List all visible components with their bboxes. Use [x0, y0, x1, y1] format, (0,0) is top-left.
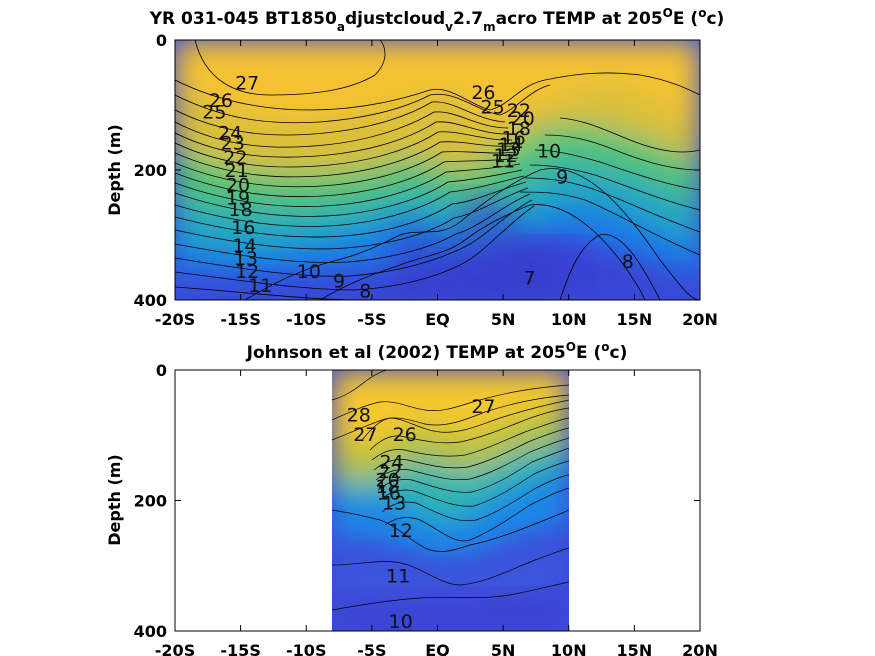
contour-label: 20 — [511, 108, 535, 130]
top-contour-lines — [175, 40, 700, 300]
top-heatmap — [175, 40, 700, 300]
contour-label: 20 — [226, 174, 250, 196]
x-tick-label: -20S — [155, 641, 195, 656]
contour-label: 21 — [225, 160, 249, 182]
y-tick-label: 200 — [134, 161, 167, 180]
contour-label: 11 — [386, 566, 410, 588]
contour-label: 16 — [502, 128, 526, 150]
contour-label: 20 — [376, 470, 400, 492]
x-tick-label: -10S — [286, 310, 326, 329]
contour-label: 10 — [389, 611, 413, 633]
bottom-x-tick-labels: -20S -15S -10S -5S EQ 5N 10N 15N 20N — [155, 641, 718, 656]
contour-label: 24 — [379, 451, 403, 473]
x-tick-label: -20S — [155, 310, 195, 329]
contour-label: 26 — [393, 424, 417, 446]
contour-label: 14 — [499, 134, 523, 156]
x-tick-label: 20N — [682, 310, 718, 329]
x-tick-label: 5N — [491, 641, 516, 656]
bottom-contour-lines — [332, 370, 569, 611]
contour-label: 27 — [353, 424, 377, 446]
x-tick-label: 20N — [682, 641, 718, 656]
bottom-y-axis-label: Depth (m) — [105, 454, 124, 546]
contour-label: 9 — [333, 271, 345, 293]
contour-label: 7 — [523, 267, 535, 289]
contour-label: 27 — [235, 72, 259, 94]
contour-label: 26 — [471, 82, 495, 104]
contour-label: 8 — [359, 280, 371, 302]
contour-label: 16 — [377, 483, 401, 505]
top-x-tick-labels: -20S -15S -10S -5S EQ 5N 10N 15N 20N — [155, 310, 718, 329]
y-tick-label: 200 — [134, 492, 167, 511]
x-tick-label: 15N — [617, 641, 653, 656]
top-chart-title: YR 031-045 BT1850adjustcloudv2.7macro TE… — [149, 6, 725, 34]
y-tick-label: 400 — [134, 622, 167, 641]
contour-label: 14 — [232, 235, 256, 257]
contour-label: 18 — [376, 476, 400, 498]
x-tick-label: 10N — [551, 310, 587, 329]
contour-label: 10 — [537, 141, 561, 163]
x-tick-label: -5S — [357, 641, 386, 656]
contour-label: 22 — [378, 461, 402, 483]
top-x-ticks — [174, 39, 701, 301]
y-tick-label: 400 — [134, 291, 167, 310]
contour-label: 9 — [556, 167, 568, 189]
contour-label: 25 — [202, 102, 226, 124]
bottom-x-ticks — [174, 369, 701, 632]
top-panel: YR 031-045 BT1850adjustcloudv2.7macro TE… — [105, 6, 724, 329]
contour-label: 8 — [622, 251, 634, 273]
bottom-chart-title: Johnson et al (2002) TEMP at 205OE (oc) — [246, 340, 628, 363]
top-y-tick-labels: 0 200 400 — [134, 31, 167, 310]
contour-label: 24 — [218, 122, 242, 144]
x-tick-label: -10S — [286, 641, 326, 656]
contour-label: 18 — [229, 199, 253, 221]
contour-label: 10 — [297, 261, 321, 283]
contour-label: 12 — [389, 520, 413, 542]
contour-label: 27 — [471, 396, 495, 418]
contour-label: 26 — [209, 90, 233, 112]
contour-label: 13 — [382, 492, 406, 514]
contour-label: 13 — [496, 139, 520, 161]
contour-label: 18 — [507, 118, 531, 140]
contour-label: 16 — [231, 217, 255, 239]
x-tick-label: 15N — [617, 310, 653, 329]
x-tick-label: EQ — [425, 310, 450, 329]
y-tick-label: 0 — [156, 31, 167, 50]
contour-label: 11 — [248, 275, 272, 297]
contour-label: 22 — [507, 100, 531, 122]
contour-label: 23 — [221, 133, 245, 155]
x-tick-label: EQ — [425, 641, 450, 656]
bottom-y-tick-labels: 0 200 400 — [134, 361, 167, 641]
top-y-axis-label: Depth (m) — [105, 124, 124, 216]
contour-label: 12 — [494, 145, 518, 167]
contour-label: 25 — [481, 96, 505, 118]
contour-label: 12 — [235, 261, 259, 283]
x-tick-label: 10N — [551, 641, 587, 656]
bottom-heatmap — [332, 370, 569, 631]
contour-label: 11 — [491, 150, 515, 172]
contour-label: 13 — [234, 248, 258, 270]
bottom-panel: Johnson et al (2002) TEMP at 205OE (oc) — [105, 340, 718, 656]
y-tick-label: 0 — [156, 361, 167, 380]
contour-label: 22 — [223, 147, 247, 169]
x-tick-label: -15S — [220, 641, 260, 656]
x-tick-label: 5N — [491, 310, 516, 329]
contour-label: 28 — [347, 404, 371, 426]
x-tick-label: -15S — [220, 310, 260, 329]
x-tick-label: -5S — [357, 310, 386, 329]
contour-label: 19 — [226, 187, 250, 209]
